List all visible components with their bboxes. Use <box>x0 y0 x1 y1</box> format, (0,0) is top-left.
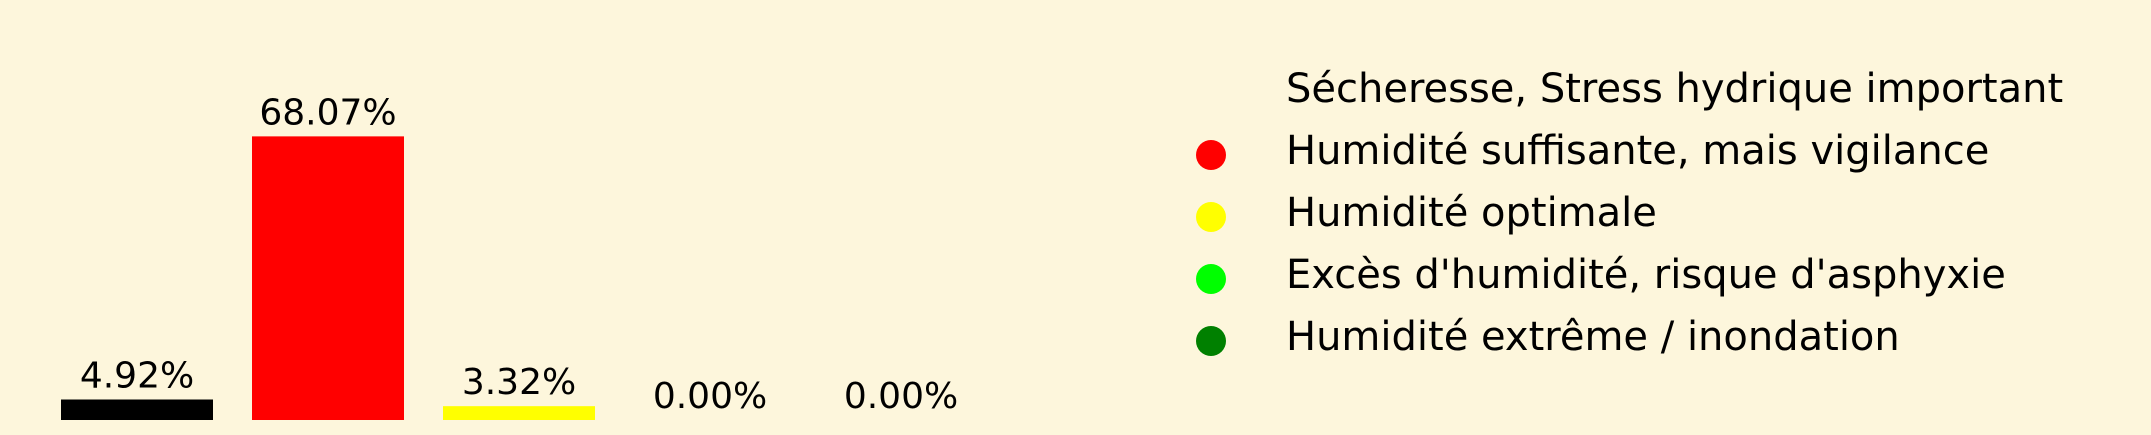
bar-series <box>61 136 595 420</box>
bar-2 <box>252 136 404 420</box>
legend-marker-5 <box>1196 326 1226 356</box>
legend-entry-2: Humidité suffisante, mais vigilance <box>1286 128 1989 174</box>
bar-value-labels: 4.92% 68.07% 3.32% 0.00% 0.00% <box>80 92 958 417</box>
legend-marker-4 <box>1196 264 1226 294</box>
legend: Sécheresse, Stress hydrique important Hum… <box>1196 66 2063 360</box>
legend-entry-3: Humidité optimale <box>1286 190 1657 236</box>
bar-value-label-5: 0.00% <box>844 376 958 417</box>
legend-marker-1 <box>1196 78 1226 108</box>
legend-entry-1: Sécheresse, Stress hydrique important <box>1286 66 2063 112</box>
legend-entry-5: Humidité extrême / inondation <box>1286 314 1900 360</box>
legend-entry-4: Excès d'humidité, risque d'asphyxie <box>1286 252 2006 298</box>
bar-3 <box>443 406 595 420</box>
bar-value-label-1: 4.92% <box>80 356 194 397</box>
legend-marker-2 <box>1196 140 1226 170</box>
bar-value-label-2: 68.07% <box>259 92 396 133</box>
bar-value-label-3: 3.32% <box>462 362 576 403</box>
bar-1 <box>61 399 213 420</box>
bar-value-label-4: 0.00% <box>653 376 767 417</box>
legend-marker-3 <box>1196 202 1226 232</box>
